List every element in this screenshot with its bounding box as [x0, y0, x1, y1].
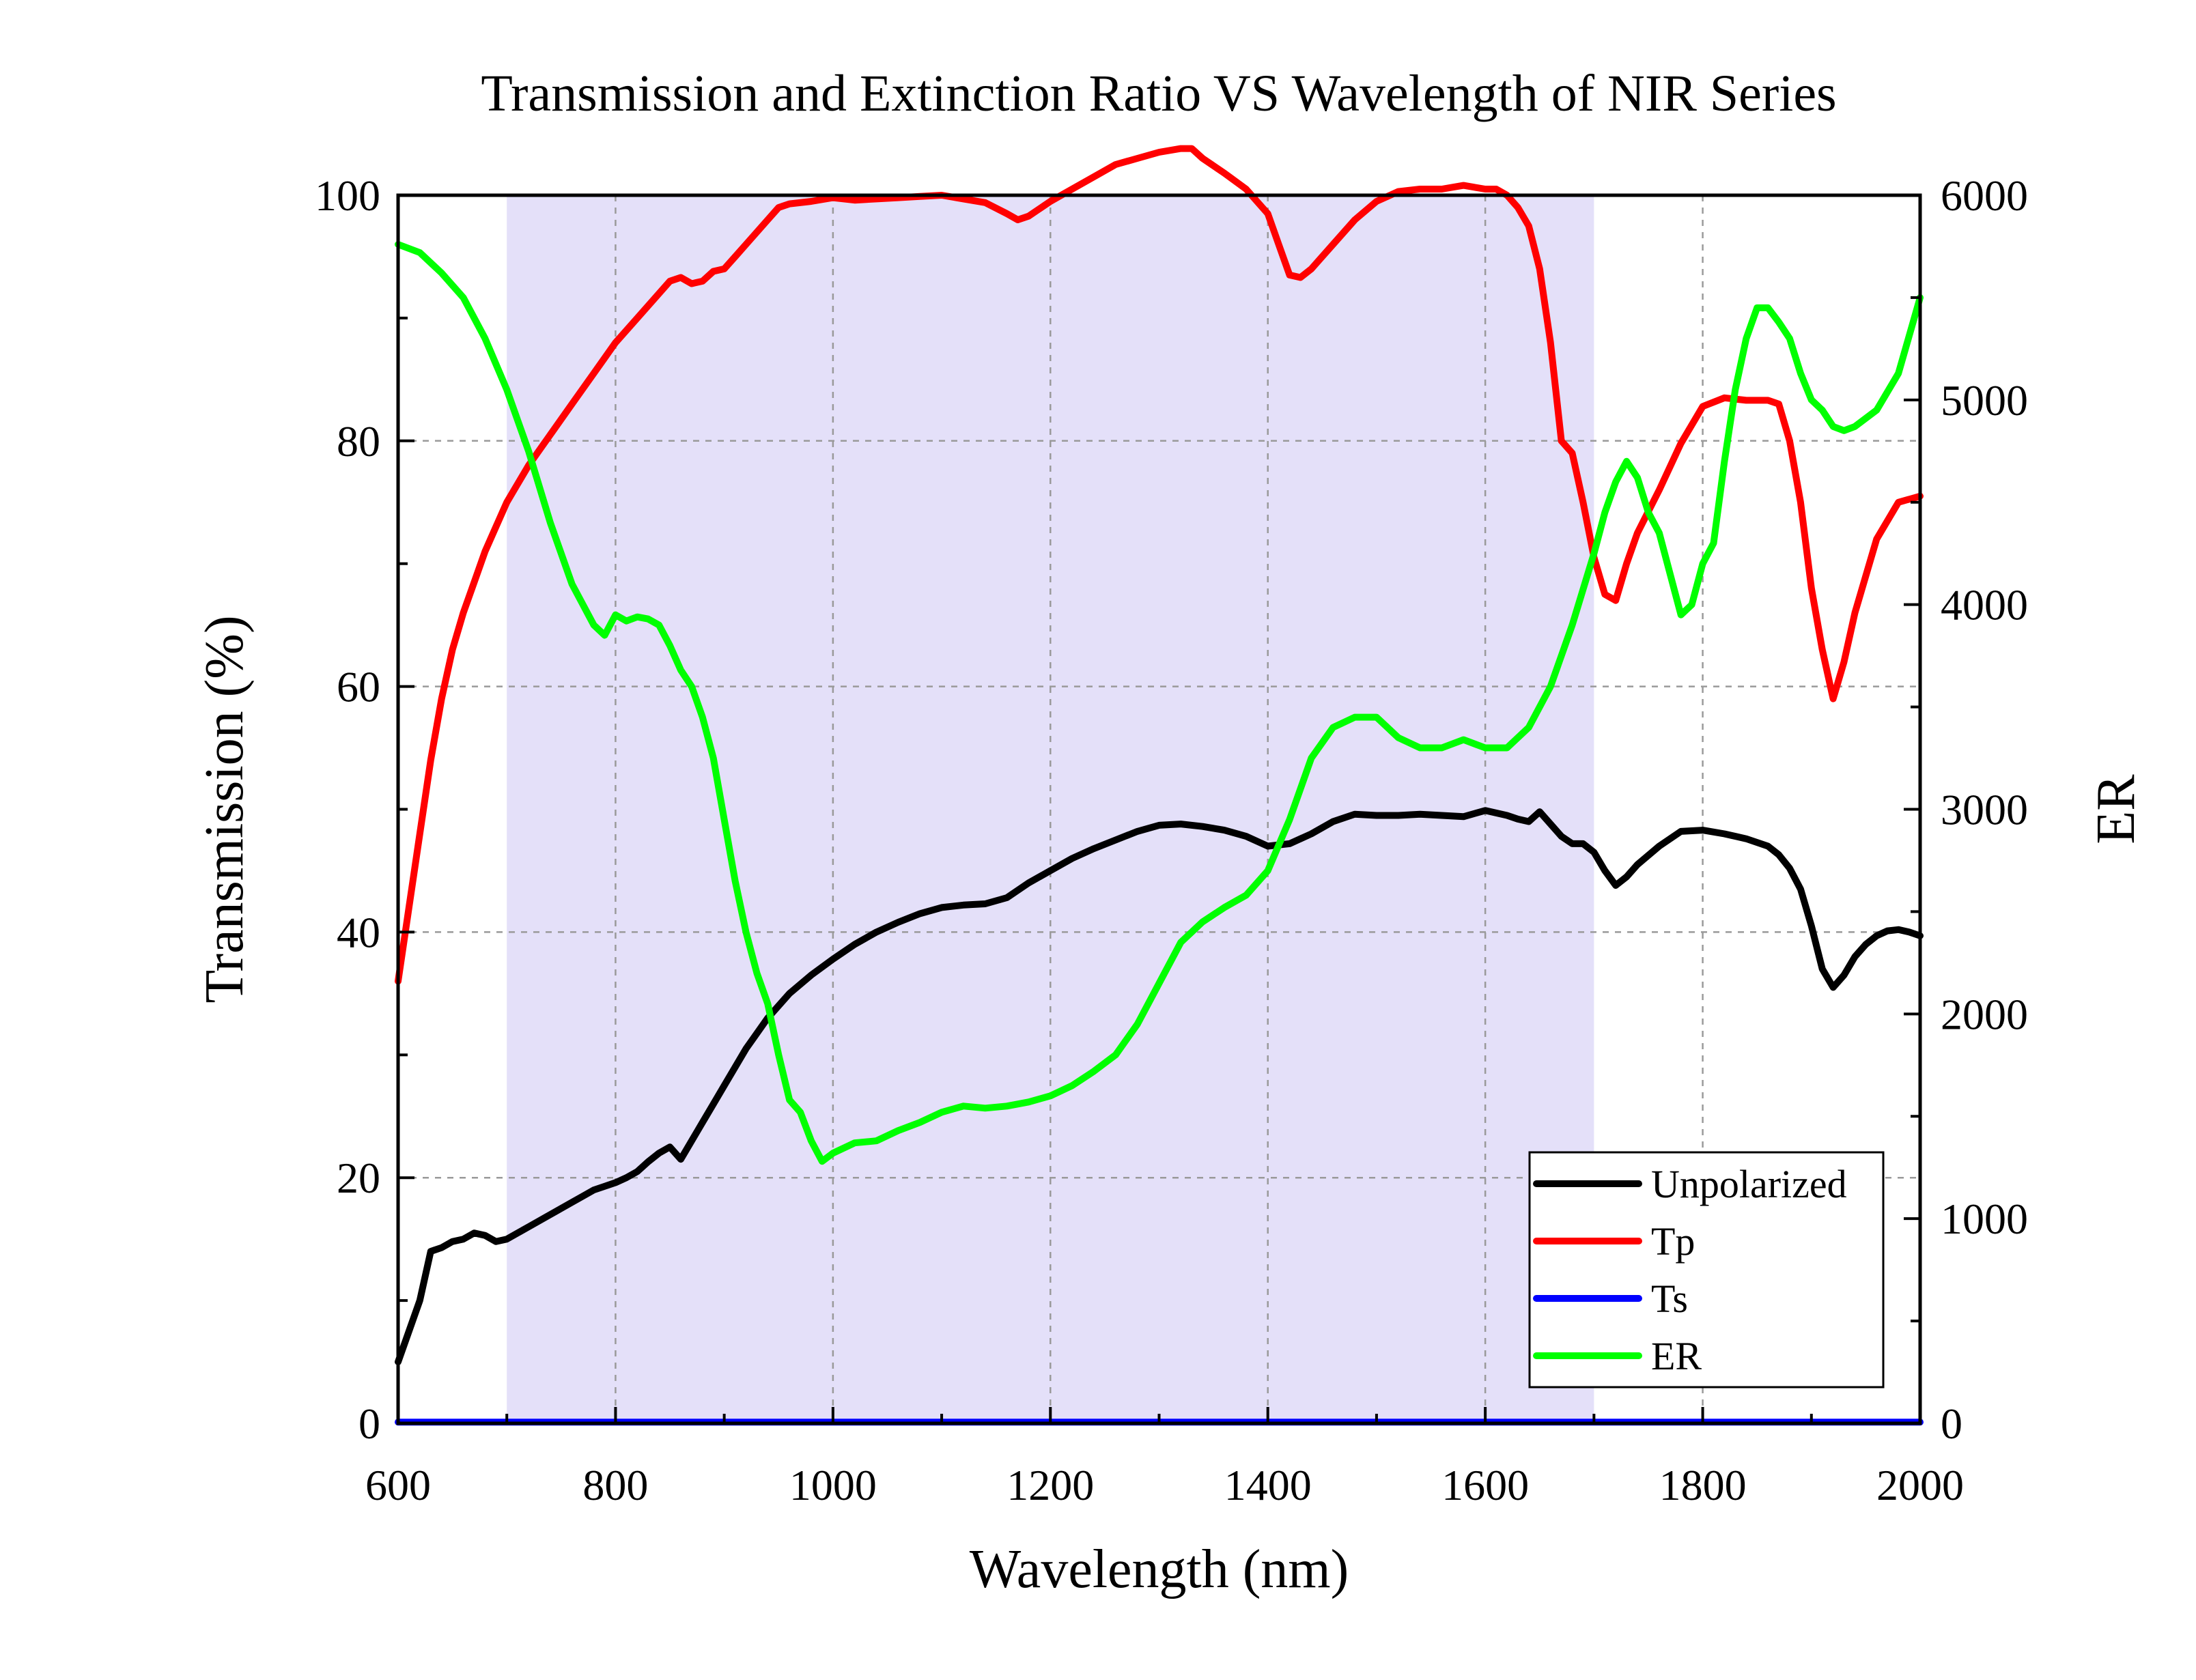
- legend-label-er: ER: [1651, 1334, 1702, 1378]
- x-tick-label: 1800: [1659, 1461, 1747, 1509]
- y2-tick-label: 1000: [1941, 1195, 2028, 1243]
- y2-tick-label: 3000: [1941, 786, 2028, 834]
- y2-axis-label: ER: [2086, 774, 2146, 844]
- y-tick-label: 100: [315, 171, 380, 220]
- tick-labels: 600 800 1000 1200 1400 1600 1800 20000204060801…: [315, 171, 2028, 1509]
- highlight-band: [507, 195, 1594, 1423]
- y2-tick-label: 4000: [1941, 581, 2028, 629]
- x-axis-label: Wavelength (nm): [970, 1539, 1349, 1599]
- series-line-er: [395, 241, 1924, 1165]
- ticks: [397, 194, 1922, 1425]
- y-tick-label: 20: [337, 1154, 380, 1202]
- x-tick-label: 1200: [1006, 1461, 1094, 1509]
- chart-title: Transmission and Extinction Ratio VS Wav…: [481, 65, 1836, 122]
- y2-tick-label: 6000: [1941, 171, 2028, 220]
- x-tick-label: 1400: [1224, 1461, 1312, 1509]
- x-tick-label: 2000: [1876, 1461, 1964, 1509]
- series-line-unpolarized: [395, 807, 1924, 1365]
- x-tick-label: 600: [365, 1461, 431, 1509]
- legend-box: [1528, 1151, 1885, 1389]
- legend: Unpolarized Tp Ts ER: [1528, 1151, 1885, 1389]
- x-tick-label: 1000: [789, 1461, 877, 1509]
- legend-label-unpolarized: Unpolarized: [1651, 1162, 1847, 1206]
- y2-tick-label: 2000: [1941, 990, 2028, 1038]
- x-tick-label: 800: [582, 1461, 648, 1509]
- legend-label-ts: Ts: [1651, 1277, 1688, 1321]
- y-tick-label: 0: [358, 1399, 380, 1448]
- legend-label-tp: Tp: [1651, 1219, 1695, 1264]
- x-tick-label: 1600: [1441, 1461, 1529, 1509]
- series-line-tp: [395, 145, 1924, 985]
- y2-tick-label: 5000: [1941, 376, 2028, 425]
- y-axis-label: Transmission (%): [195, 615, 255, 1003]
- y-tick-label: 80: [337, 417, 380, 466]
- y-tick-label: 60: [337, 663, 380, 711]
- y-tick-label: 40: [337, 908, 380, 956]
- y2-tick-label: 0: [1941, 1399, 1962, 1448]
